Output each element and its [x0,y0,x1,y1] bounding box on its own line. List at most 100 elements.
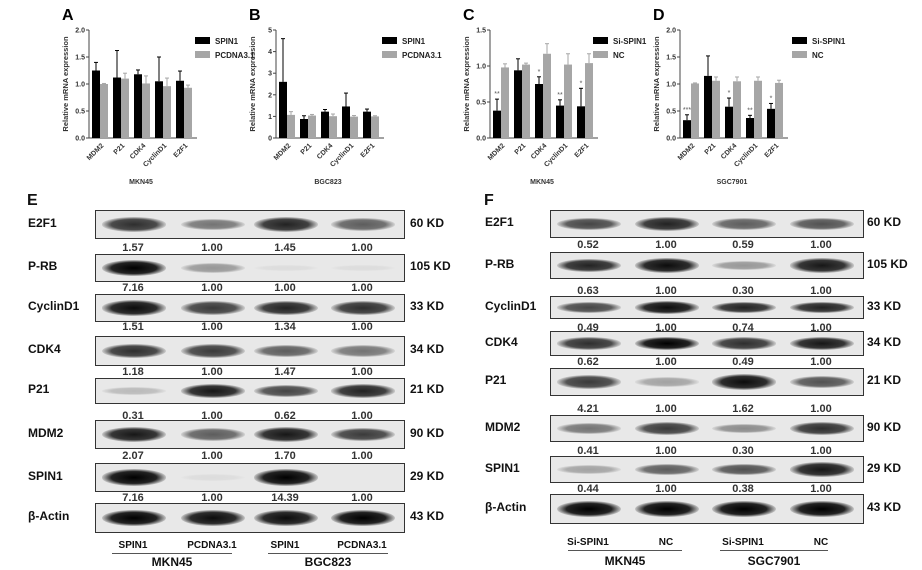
blot-row-label: P-RB [28,259,58,273]
y-tick-label: 0 [268,136,272,143]
bar-e2f1-1 [371,116,379,138]
blot-band [254,300,318,316]
panel-label: B [249,7,261,24]
quantification-value: 1.00 [810,483,832,495]
quantification-value: 4.21 [577,403,599,415]
y-tick-label: 2.0 [666,28,676,35]
quantification-value: 1.00 [201,410,223,422]
blot-band [181,509,245,527]
bar-p21-1 [308,115,316,138]
bar-cdk4-1 [733,81,741,138]
legend-label: PCDNA3.1 [402,51,442,60]
quantification-value: 14.39 [271,492,299,504]
quantification-value: 1.00 [274,282,296,294]
molecular-weight-label: 90 KD [410,425,445,440]
bar-mdm2-1 [287,114,295,138]
lane-label: SPIN1 [270,540,300,551]
quantification-value: 1.00 [655,445,677,457]
blot-p21-strip [95,378,405,404]
molecular-weight-label: 34 KD [867,334,902,349]
bar-p21-1 [522,64,530,138]
x-tick-label: CDK4 [316,142,335,161]
blot-band [635,422,699,435]
blot-cdk4-strip [550,331,864,356]
group-underline [268,553,388,554]
quantification-value: 1.34 [274,321,296,333]
blot-band [102,343,166,359]
y-tick-label: 0.0 [666,136,676,143]
quantification-value: 1.00 [655,285,677,297]
blot-row-label: MDM2 [28,425,64,440]
blot-band [181,384,245,398]
blot-spin1-strip [95,463,405,492]
panel-label: F [484,192,494,209]
blot-band [254,469,318,486]
blot-spin1-strip [550,456,864,483]
y-tick-label: 1.5 [666,55,676,62]
significance-mark: * [538,69,541,76]
blot-band [557,302,621,313]
x-tick-label: P21 [514,142,528,156]
x-tick-label: MDM2 [273,142,293,162]
bar-mdm2-0 [279,81,287,138]
y-axis-label: Relative mRNA expression [652,36,661,132]
y-tick-label: 5 [268,28,272,35]
x-tick-label: CDK4 [530,142,549,161]
quantification-value: 1.70 [274,450,296,462]
quantification-value: 0.62 [274,410,296,422]
quantification-value: 0.59 [732,239,754,251]
molecular-weight-label: 60 KD [410,215,445,230]
y-tick-label: 4 [268,49,272,56]
blot-row-label: P21 [485,373,507,387]
blot-band [331,264,395,272]
bar-e2f1-0 [176,80,184,138]
quantification-value: 0.38 [732,483,754,495]
legend-swatch [792,37,807,44]
quantification-value: 1.57 [122,242,144,254]
legend-swatch [792,51,807,58]
lane-label: PCDNA3.1 [337,540,387,551]
blot-band [102,509,166,527]
blot-band [557,217,621,231]
quantification-value: 1.00 [810,403,832,415]
bar-cdk4-1 [329,116,337,138]
quantification-value: 1.00 [351,321,373,333]
significance-mark: ** [494,91,500,98]
x-axis-label: MKN45 [530,179,554,186]
bar-p21-0 [300,118,308,138]
molecular-weight-label: 43 KD [410,509,445,523]
blot-row-label: E2F1 [485,215,514,229]
blot-band [790,375,854,389]
molecular-weight-label: 90 KD [867,419,902,434]
blot-band [331,509,395,527]
x-tick-label: P21 [704,142,718,156]
blot-band [557,465,621,474]
blot-band [557,423,621,434]
quantification-value: 1.00 [810,285,832,297]
y-axis-label: Relative mRNA expression [462,36,471,132]
quantification-value: 0.62 [577,356,599,368]
blot-actin-strip [95,503,405,533]
blot-band [790,337,854,350]
blot-band [254,264,318,272]
legend-swatch [382,37,397,44]
panel-label: C [463,7,475,24]
legend-label: PCDNA3.1 [215,51,255,60]
blot-band [181,301,245,315]
chart-D: D 0.0 0.5 1.0 1.5 2.0 Relative mRNA expression… [652,7,846,186]
significance-mark: ** [747,107,753,114]
quantification-value: 1.00 [351,410,373,422]
cell-line-label: MKN45 [604,554,646,568]
quantification-value: 0.44 [577,483,599,495]
blot-row-label: P-RB [485,256,515,271]
bar-e2f1-1 [184,87,192,138]
quantification-value: 1.18 [122,366,144,378]
legend-swatch [195,51,210,58]
chart-B: B 0 1 2 3 4 5 Relative mRNA expression MDM2 P21 CD… [248,7,442,186]
blot-band [635,216,699,232]
blot-cdk4-strip [95,336,405,366]
quantification-value: 1.00 [201,282,223,294]
y-tick-label: 1.5 [476,28,486,35]
legend-label: Si-SPIN1 [812,37,846,46]
